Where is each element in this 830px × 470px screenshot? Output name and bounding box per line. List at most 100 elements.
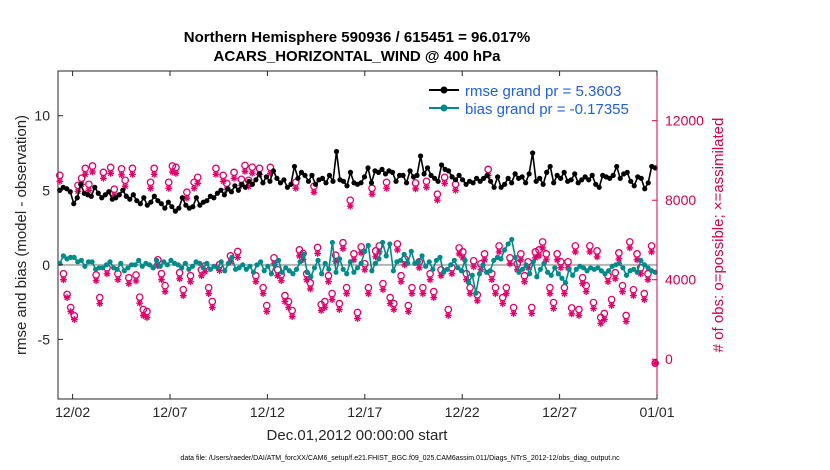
bias-point	[128, 262, 135, 268]
bias-point	[369, 268, 375, 274]
bias-point	[605, 268, 612, 274]
bias-point	[78, 257, 84, 263]
obs-assimilated-marker	[230, 174, 238, 182]
x-tick-label: 12/22	[445, 404, 480, 420]
obs-assimilated-marker	[187, 278, 194, 286]
rmse-point	[638, 175, 644, 181]
rmse-point	[148, 199, 154, 205]
legend-bias-marker	[440, 104, 448, 112]
obs-assimilated-marker	[150, 170, 158, 178]
bias-point	[329, 239, 335, 246]
rmse-point	[481, 175, 487, 181]
rmse-point	[130, 192, 136, 198]
rmse-point	[218, 187, 224, 193]
bias-point	[487, 268, 493, 274]
rmse-point	[582, 174, 588, 180]
bias-point	[562, 280, 569, 286]
obs-assimilated-marker	[194, 179, 202, 187]
obs-assimilated-marker	[397, 278, 405, 286]
bias-point	[473, 290, 479, 296]
rmse-point	[197, 202, 203, 208]
data-file-footer: data file: /Users/raeder/DAI/ATM_forcXX/…	[180, 455, 620, 462]
bias-point	[634, 269, 640, 275]
rmse-point	[256, 171, 263, 177]
bias-point	[559, 275, 565, 281]
bias-point	[423, 263, 429, 269]
bias-point	[60, 253, 66, 259]
obs-assimilated-marker	[419, 290, 427, 298]
bias-point	[419, 253, 425, 259]
bias-point	[433, 257, 440, 263]
rmse-point	[344, 183, 350, 189]
obs-assimilated-marker	[528, 310, 536, 317]
bias-point	[390, 268, 396, 274]
bias-point	[383, 253, 389, 259]
obs-assimilated-marker	[619, 288, 626, 296]
rmse-point	[579, 177, 585, 183]
rmse-point	[340, 178, 347, 184]
rmse-point	[596, 184, 602, 190]
bias-point	[462, 257, 468, 263]
rmse-point	[144, 202, 150, 208]
bias-point	[566, 266, 572, 272]
rmse-point	[253, 177, 259, 183]
rmse-point	[568, 177, 574, 183]
bias-point	[286, 268, 292, 274]
bias-point	[82, 263, 88, 269]
obs-assimilated-marker	[368, 190, 376, 198]
rmse-point	[120, 187, 126, 193]
obs-assimilated-marker	[172, 169, 180, 177]
obs-assimilated-marker	[136, 299, 144, 307]
rmse-point	[438, 162, 445, 168]
bias-point	[437, 254, 443, 260]
rmse-point	[428, 172, 434, 178]
rmse-point	[249, 181, 256, 187]
obs-assimilated-marker	[234, 254, 242, 261]
bias-point	[358, 260, 364, 266]
rmse-point	[407, 168, 413, 174]
obs-assimilated-marker	[640, 296, 648, 304]
obs-assimilated-marker	[241, 167, 249, 175]
obs-assimilated-marker	[165, 184, 173, 192]
rmse-point	[274, 175, 280, 181]
rmse-point	[288, 181, 294, 187]
obs-assimilated-marker	[179, 292, 187, 300]
bias-point	[218, 259, 224, 265]
rmse-point	[165, 199, 171, 205]
bias-point	[175, 262, 181, 268]
rmse-point	[193, 195, 199, 201]
obs-assimilated-marker	[383, 184, 390, 192]
rmse-point	[452, 177, 459, 183]
obs-assimilated-marker	[448, 270, 456, 278]
obs-assimilated-marker	[285, 304, 292, 311]
obs-assimilated-marker	[481, 256, 488, 264]
rmse-point	[291, 163, 298, 170]
obs-assimilated-marker	[470, 263, 478, 271]
rmse-point	[141, 195, 147, 201]
rmse-point	[151, 193, 157, 199]
rmse-point	[509, 180, 515, 186]
bias-point	[620, 265, 626, 271]
obs-assimilated-marker	[263, 308, 271, 315]
rmse-point	[326, 172, 333, 178]
bias-point	[512, 254, 518, 260]
bias-point	[372, 260, 379, 266]
obs-assimilated-marker	[92, 277, 100, 285]
rmse-point	[361, 174, 368, 180]
rmse-point	[221, 192, 227, 198]
legend-rmse-marker	[440, 86, 448, 94]
rmse-point	[523, 180, 529, 186]
bias-point	[491, 257, 497, 263]
bias-point	[537, 266, 544, 272]
bias-point	[354, 265, 361, 271]
bias-point	[161, 259, 167, 265]
rmse-point	[484, 172, 490, 178]
obs-assimilated-marker	[488, 276, 496, 284]
bias-point	[293, 266, 300, 272]
obs-assimilated-marker	[452, 186, 459, 194]
obs-assimilated-marker	[190, 184, 198, 192]
rmse-point	[498, 184, 504, 190]
rmse-point	[551, 180, 557, 186]
bias-point	[222, 268, 228, 274]
bias-point	[85, 259, 92, 265]
